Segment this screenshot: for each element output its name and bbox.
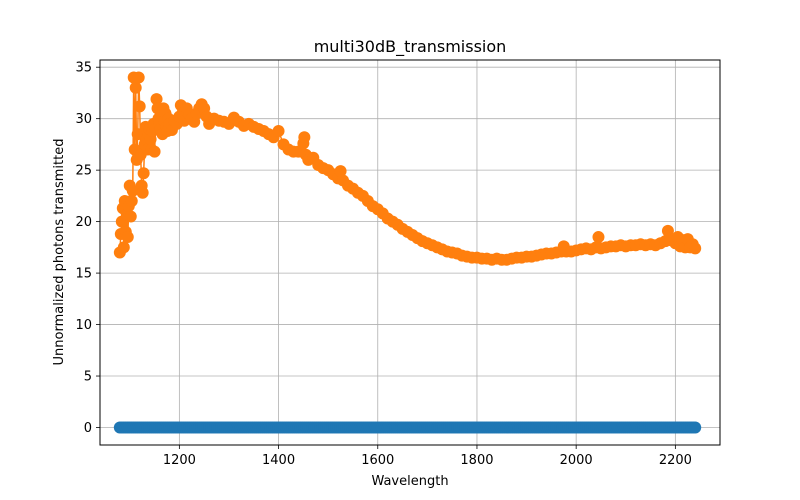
y-tick-label: 5 <box>84 370 92 385</box>
y-tick-label: 10 <box>75 318 92 333</box>
x-tick-label: 2000 <box>560 453 593 468</box>
x-tick-label: 1600 <box>361 453 394 468</box>
y-tick-label: 0 <box>84 421 92 436</box>
ticks: 1200 1400 1600 1800 2000 2200 0 5 10 15 20 25 30 35 <box>75 61 691 468</box>
y-tick-label: 35 <box>75 61 92 76</box>
series-1-point <box>125 195 138 208</box>
series-1-point <box>121 231 134 244</box>
x-tick-label: 2200 <box>659 453 692 468</box>
series-1-point <box>133 100 146 113</box>
series-1-point <box>132 71 145 84</box>
x-tick-label: 1800 <box>460 453 493 468</box>
series-1-point <box>334 165 347 178</box>
series-1-point <box>272 125 285 138</box>
series-1-point <box>126 184 139 197</box>
series-1-point <box>137 167 150 180</box>
series-1-point <box>150 93 163 106</box>
series-1-point <box>298 131 311 144</box>
series-1-point <box>124 210 137 223</box>
series-1-point <box>148 145 161 158</box>
chart-title: multi30dB_transmission <box>314 37 507 57</box>
series-1 <box>113 71 702 266</box>
series-1-point <box>129 81 142 94</box>
x-tick-label: 1200 <box>163 453 196 468</box>
y-axis-label: Unnormalized photons transmitted <box>52 139 67 366</box>
y-tick-label: 25 <box>75 164 92 179</box>
series-layer <box>113 71 702 434</box>
y-tick-label: 20 <box>75 215 92 230</box>
series-1-point <box>689 242 702 255</box>
series-1-point <box>117 241 130 254</box>
x-tick-label: 1400 <box>262 453 295 468</box>
y-tick-label: 30 <box>75 112 92 127</box>
series-1-point <box>136 186 149 199</box>
plot-frame <box>99 59 721 446</box>
series-1-point <box>592 231 605 244</box>
series-0 <box>113 421 702 434</box>
y-tick-label: 15 <box>75 267 92 282</box>
series-1-point <box>661 224 674 237</box>
series-1-point <box>131 128 144 141</box>
series-0-point <box>689 421 702 434</box>
x-axis-label: Wavelength <box>371 474 448 489</box>
